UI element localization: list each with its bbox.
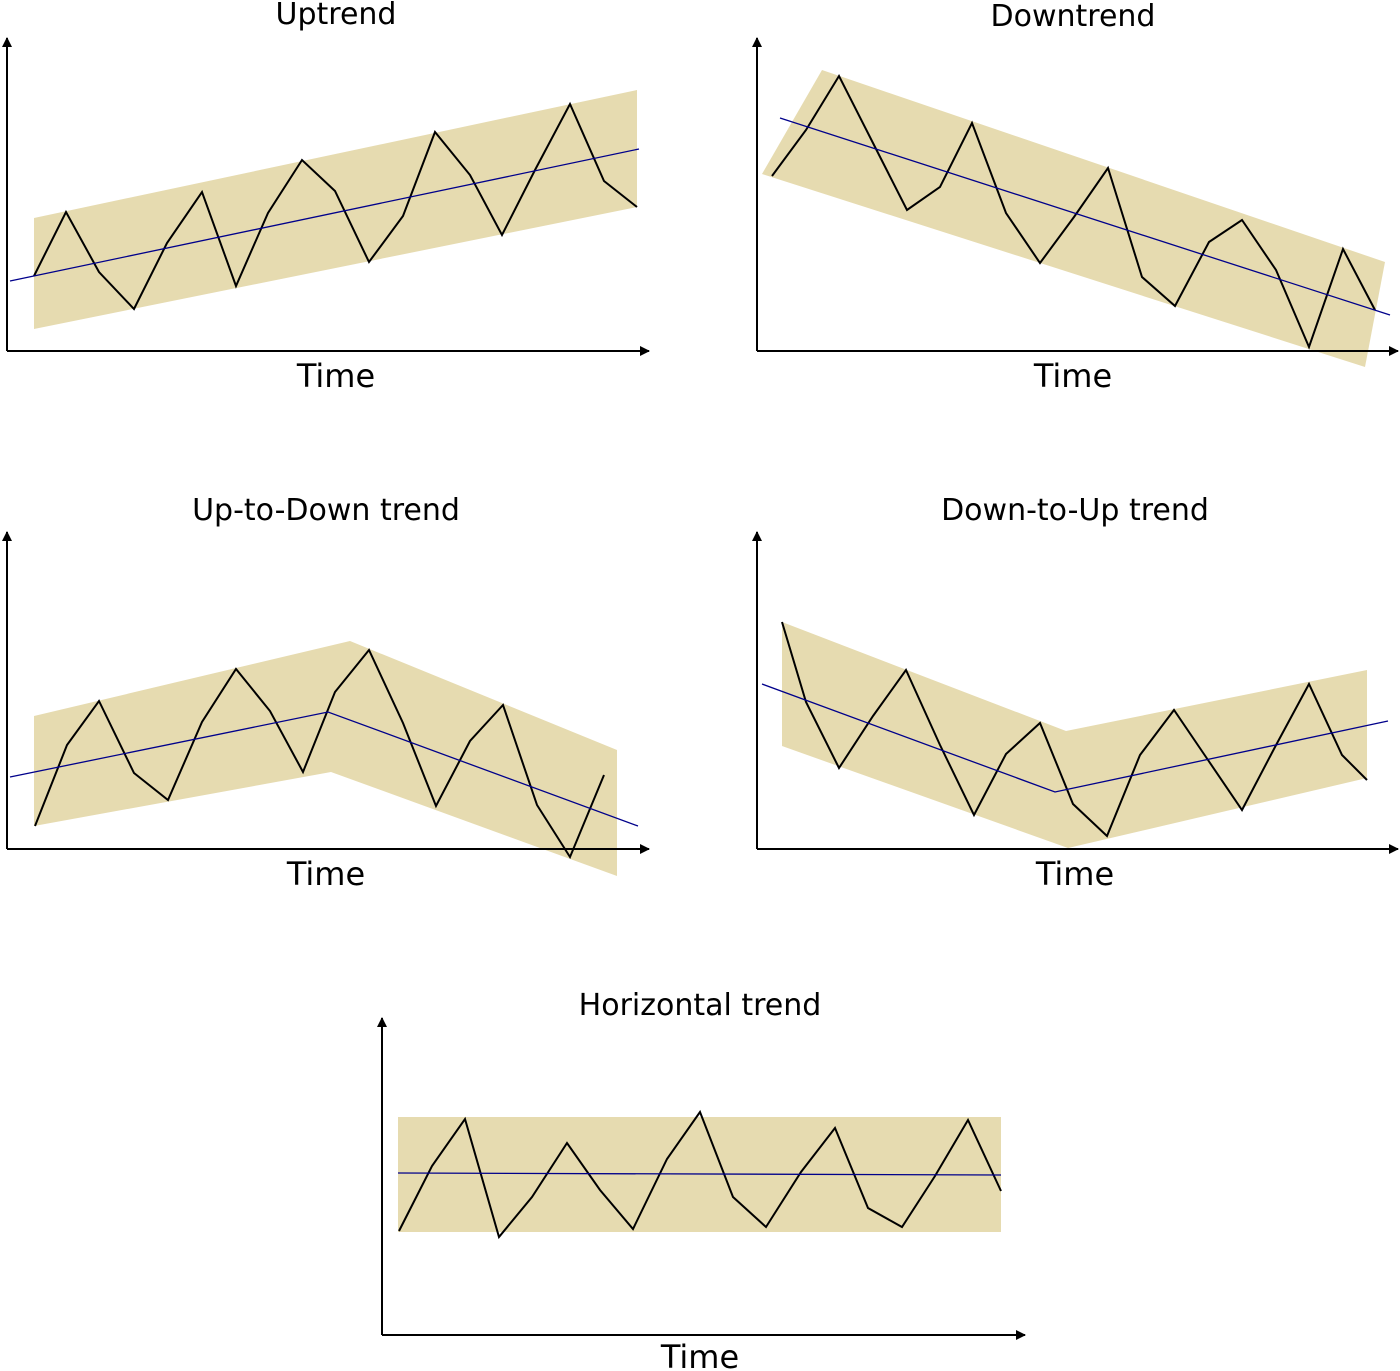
trend-channel-band [782, 622, 1367, 848]
trend-line [9, 711, 639, 827]
trend-channel-band [34, 641, 617, 876]
panel-up-to-down: Up-to-Down trend Time [1, 493, 650, 893]
panel-title: Horizontal trend [579, 988, 822, 1023]
trend-line [9, 148, 640, 282]
price-line [33, 101, 638, 311]
panel-down-to-up: Down-to-Up trend Time [752, 493, 1399, 893]
panel-title: Up-to-Down trend [192, 493, 460, 528]
x-axis-label: Time [1035, 855, 1114, 893]
panel-downtrend: Downtrend Time [752, 0, 1399, 395]
price-line [781, 621, 1368, 838]
x-axis-label: Time [660, 1338, 739, 1371]
panel-horizontal: Horizontal trend Time [377, 988, 1026, 1371]
price-line [34, 648, 605, 860]
panel-uptrend: Uptrend Time [1, 0, 650, 395]
trend-line [761, 683, 1389, 793]
panel-title: Downtrend [991, 0, 1156, 34]
x-axis-label: Time [1033, 357, 1112, 395]
trend-line [779, 117, 1391, 316]
price-line [398, 1109, 1002, 1240]
panel-title: Uptrend [276, 0, 397, 32]
trend-channel-band [34, 90, 637, 329]
x-axis-label: Time [296, 357, 375, 395]
panel-title: Down-to-Up trend [941, 493, 1209, 528]
price-line [771, 73, 1376, 350]
x-axis-label: Time [286, 855, 365, 893]
trend-line [397, 1172, 1002, 1176]
